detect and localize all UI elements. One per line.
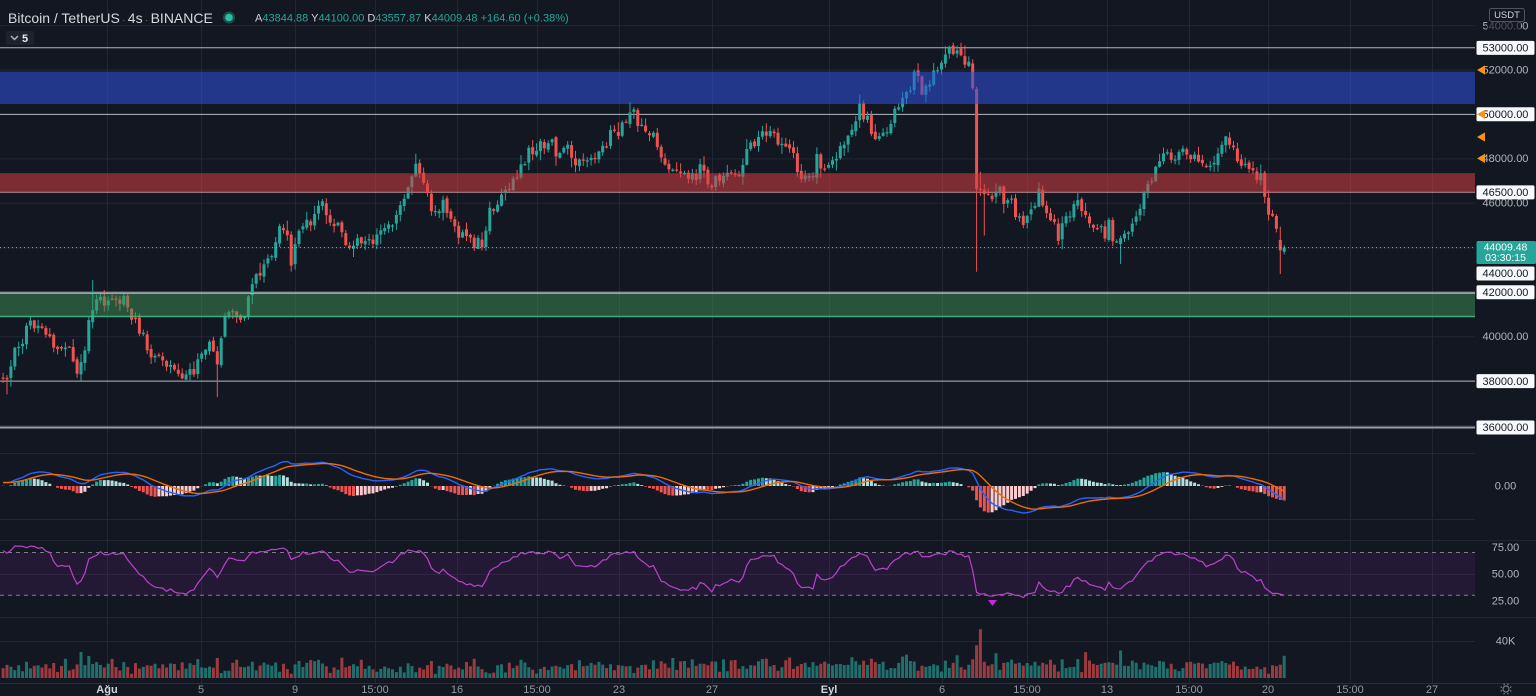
svg-text:15:00: 15:00 (1336, 684, 1364, 696)
svg-text:50.00: 50.00 (1492, 569, 1520, 581)
svg-text:46000.00: 46000.00 (1483, 197, 1529, 209)
svg-text:5: 5 (198, 684, 204, 696)
svg-text:36000.00: 36000.00 (1483, 422, 1529, 434)
svg-text:46500.00: 46500.00 (1483, 187, 1529, 199)
svg-text:15:00: 15:00 (1013, 684, 1041, 696)
svg-text:Eyl: Eyl (821, 684, 838, 696)
svg-text:53000.00: 53000.00 (1483, 43, 1529, 55)
svg-text:23: 23 (613, 684, 625, 696)
svg-text:15:00: 15:00 (1175, 684, 1203, 696)
svg-text:27: 27 (706, 684, 718, 696)
svg-text:5: 5 (22, 33, 28, 45)
svg-text:27: 27 (1426, 684, 1438, 696)
svg-text:13: 13 (1101, 684, 1113, 696)
svg-text:6: 6 (939, 684, 945, 696)
svg-text:03:30:15: 03:30:15 (1485, 252, 1526, 264)
svg-text:44009.48: 44009.48 (1484, 242, 1528, 254)
svg-text:44000.00: 44000.00 (1483, 268, 1529, 280)
svg-text:0.00: 0.00 (1495, 481, 1516, 493)
svg-text:40000.00: 40000.00 (1483, 331, 1529, 343)
svg-text:42000.00: 42000.00 (1483, 287, 1529, 299)
svg-text:40K: 40K (1496, 636, 1516, 648)
svg-text:16: 16 (451, 684, 463, 696)
svg-text:Ağu: Ağu (96, 684, 117, 696)
svg-text:9: 9 (292, 684, 298, 696)
svg-text:50000.00: 50000.00 (1483, 109, 1529, 121)
svg-text:Bitcoin / TetherUS · 4s · BINA: Bitcoin / TetherUS · 4s · BINANCE (8, 10, 213, 26)
svg-text:A43844.88 Y44100.00 D43557.87: A43844.88 Y44100.00 D43557.87 K44009.48 … (255, 13, 569, 25)
svg-text:38000.00: 38000.00 (1483, 376, 1529, 388)
svg-text:15:00: 15:00 (361, 684, 389, 696)
svg-text:48000.00: 48000.00 (1483, 153, 1529, 165)
svg-text:20: 20 (1262, 684, 1274, 696)
svg-text:USDT: USDT (1494, 10, 1520, 21)
svg-text:75.00: 75.00 (1492, 542, 1520, 554)
svg-text:15:00: 15:00 (523, 684, 551, 696)
svg-text:25.00: 25.00 (1492, 595, 1520, 607)
svg-text:52000.00: 52000.00 (1483, 65, 1529, 77)
